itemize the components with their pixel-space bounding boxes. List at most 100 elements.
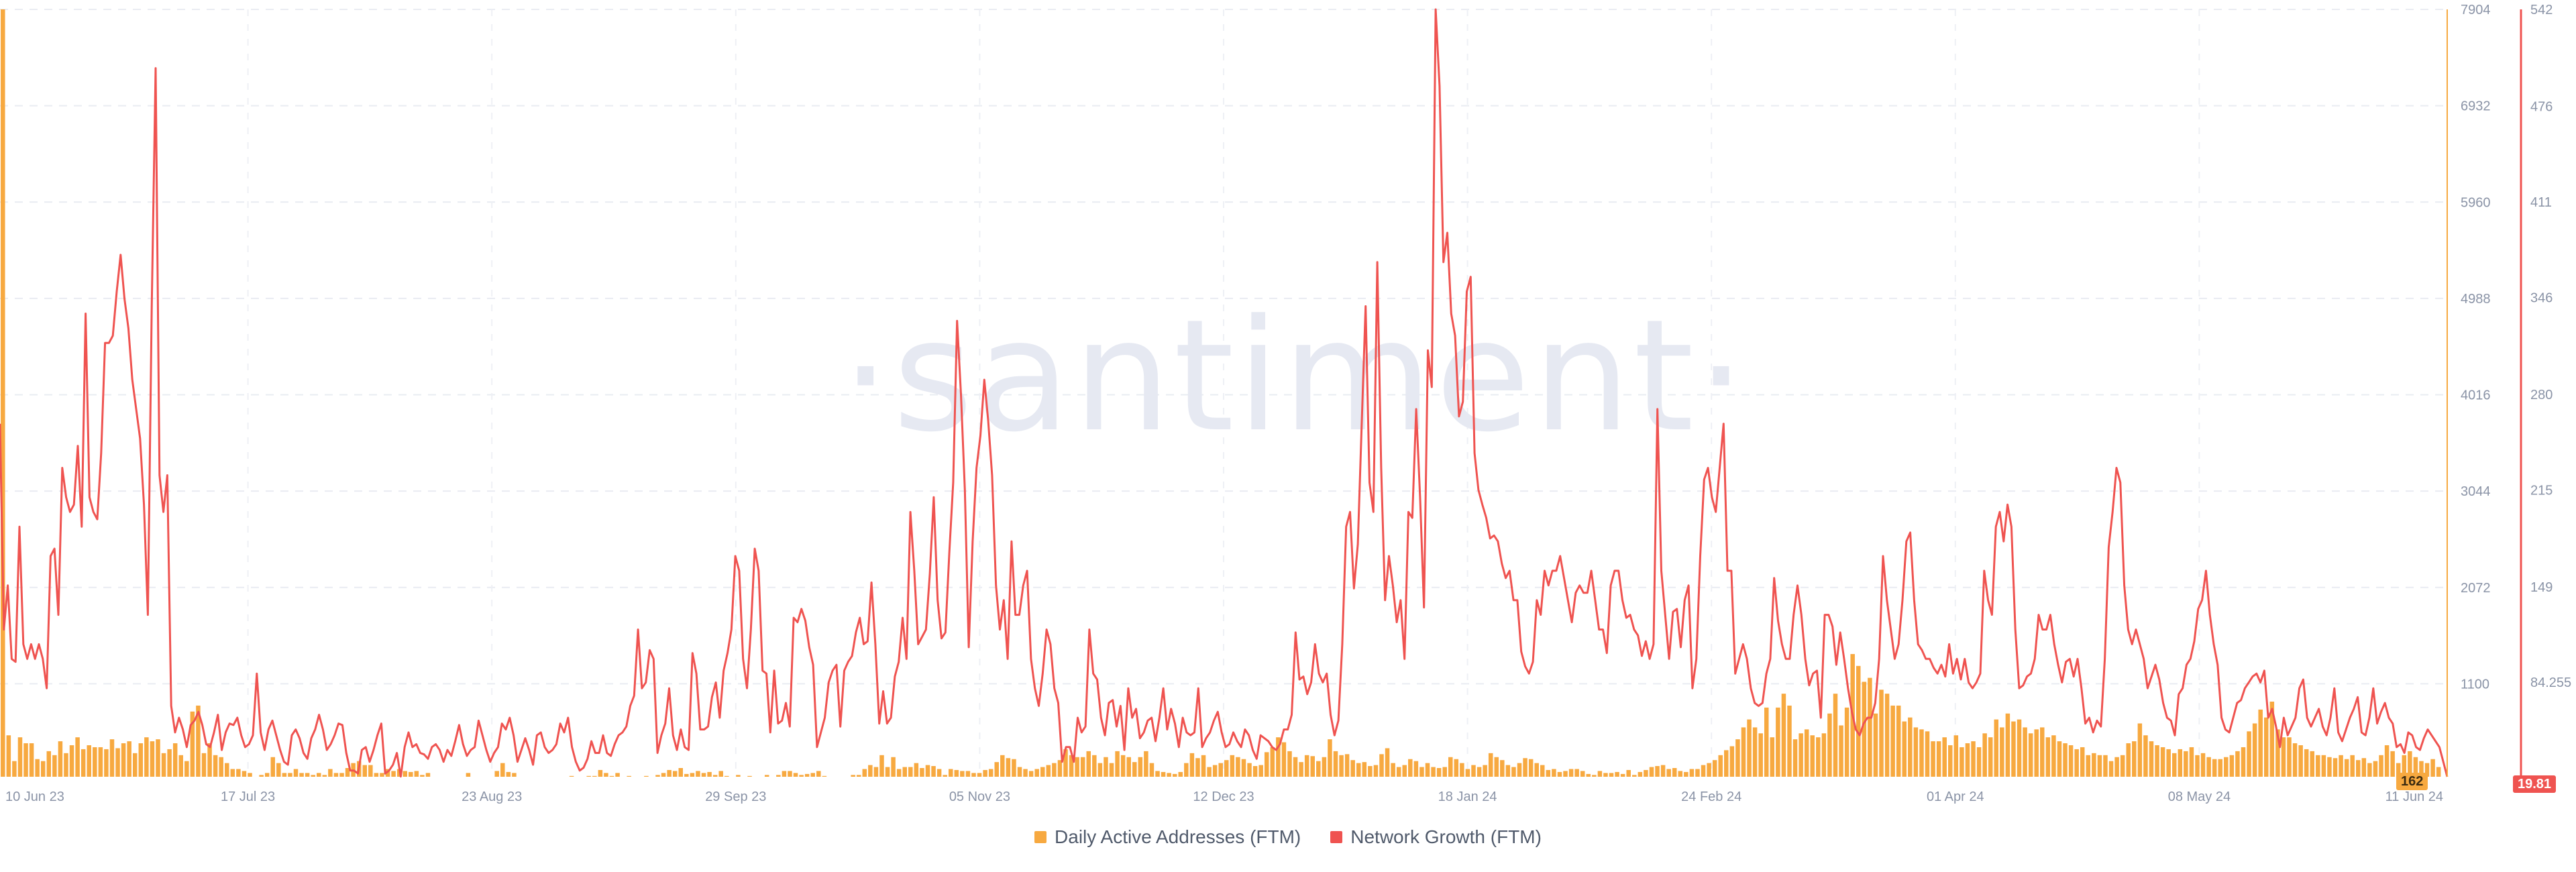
daa-bar [2171,753,2177,777]
daa-bar [190,711,195,777]
daa-bar [2034,729,2039,777]
daa-bar [1724,750,1729,777]
daa-bar [2344,759,2349,777]
daa-bar [1316,761,1321,777]
daa-bar [1792,739,1798,777]
daa-bar [2430,759,2435,777]
daa-bar [661,773,666,777]
daa-bar [1310,756,1315,777]
daa-bar [219,757,223,777]
daa-bar [425,773,431,777]
daa-bar [506,771,511,777]
legend-item-daily-active-addresses[interactable]: Daily Active Addresses (FTM) [1034,826,1301,848]
daa-bar [196,705,201,777]
daa-bar [109,739,115,777]
daa-bar [655,775,660,777]
daa-bar [1115,751,1120,777]
daa-bar [1454,759,1459,777]
daa-bar [1161,771,1166,777]
daa-bar [2339,755,2343,777]
grid [0,9,2447,777]
daa-bar [908,767,913,777]
daa-bar [1201,755,1206,777]
y-right-tick-label: 84.255 [2530,675,2571,690]
daa-bar [2092,753,2096,777]
daa-bar [764,775,769,777]
daa-bar [971,773,976,777]
daa-bar [914,763,919,777]
daa-bar [609,775,614,777]
daa-bar [902,767,907,777]
daa-bar [1517,763,1522,777]
daa-bar [1638,771,1643,777]
daa-bar [1012,759,1016,777]
daa-bar [311,775,315,777]
y-left-tick-label: 4016 [2461,388,2491,403]
daa-bar [1948,745,1953,777]
daa-bar [35,759,40,777]
daa-bar [2436,767,2441,777]
daa-bar [1563,771,1568,777]
daa-bar [604,773,608,777]
daa-bar [1344,754,1350,777]
daa-bar [1339,755,1344,777]
daa-bar [1689,769,1695,777]
daa-bar [2028,733,2033,777]
daa-bar [873,767,879,777]
daa-bar [804,773,810,777]
daa-bar [586,775,591,777]
daa-bar [2005,713,2010,777]
daily-active-addresses-bars [1,9,2441,777]
daa-bar [270,757,276,777]
legend-item-network-growth[interactable]: Network Growth (FTM) [1330,826,1542,848]
daa-bar [1557,771,1562,777]
daa-bar [1523,758,1527,777]
daa-bar [983,769,987,777]
daa-bar [1960,747,1964,777]
daa-bar [868,765,873,777]
daa-bar [696,771,700,777]
daa-bar [1810,735,1815,777]
daa-bar [1092,755,1097,777]
daa-bar [52,755,57,777]
last-value-badge-network-growth: 19.81 [2513,775,2557,793]
y-right-tick-label: 215 [2530,483,2553,498]
y-right-tick-label: 542 [2530,3,2553,17]
daa-bar [1908,717,1913,777]
daa-bar [1712,760,1717,777]
daa-bar [1953,735,1959,777]
daa-bar [207,743,212,777]
daa-bar [374,773,379,777]
daa-bar [1195,758,1200,777]
daa-bar [2384,745,2390,777]
daa-bar [2327,757,2332,777]
daa-bar [1471,765,1476,777]
network-growth-line [0,8,2449,778]
daa-bar [667,769,672,777]
daa-bar [1609,773,1614,777]
daa-bar [1695,769,1700,777]
daa-bar [1856,665,1861,777]
daa-bar [2235,751,2240,777]
daa-bar [167,749,172,777]
daa-bar [1483,765,1487,777]
daa-bar [598,769,603,777]
daa-bar [851,775,855,777]
daa-bar [1017,767,1022,777]
daa-bar [1868,677,1872,777]
daa-bar [1402,765,1407,777]
daa-bar [1844,707,1849,777]
x-axis: 10 Jun 23 17 Jul 23 23 Aug 23 29 Sep 23 05 N… [5,789,2443,804]
daa-bar [1104,757,1108,777]
legend-label: Network Growth (FTM) [1350,826,1542,847]
daa-bar [1500,760,1505,777]
daa-bar [678,768,684,777]
daa-bar [2275,729,2280,777]
y-left-tick-label: 2072 [2461,581,2491,596]
y-left-tick-label: 1100 [2461,677,2489,692]
daa-bar [248,773,252,777]
daa-bar [1764,707,1769,777]
daa-bar [965,771,971,777]
daa-bar [1552,769,1556,777]
daa-bar [896,769,902,777]
